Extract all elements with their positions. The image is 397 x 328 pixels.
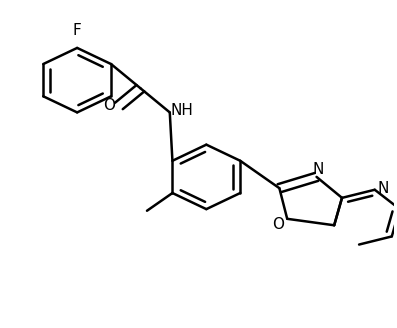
Text: O: O bbox=[273, 217, 285, 232]
Text: F: F bbox=[73, 23, 81, 38]
Text: O: O bbox=[104, 98, 116, 113]
Text: N: N bbox=[313, 162, 324, 177]
Text: N: N bbox=[378, 181, 389, 196]
Text: NH: NH bbox=[171, 103, 194, 118]
